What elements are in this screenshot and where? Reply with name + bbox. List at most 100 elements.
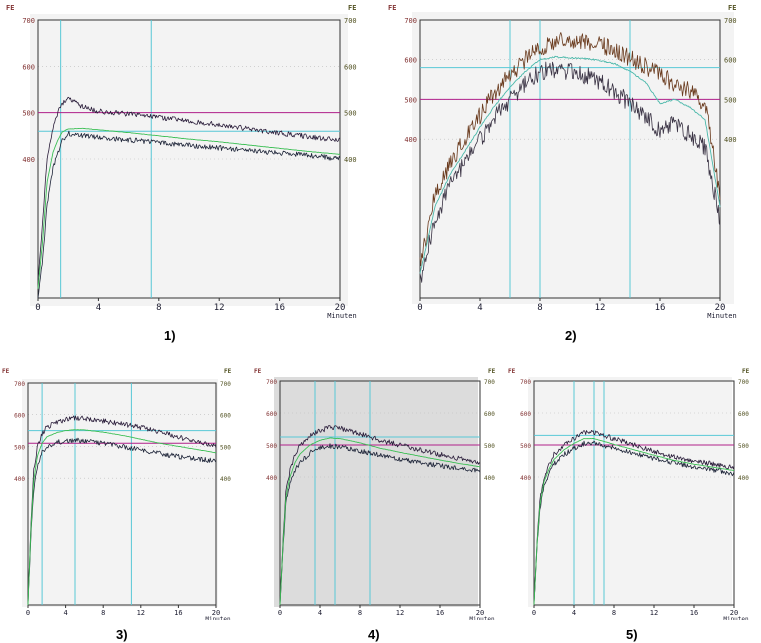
chart-2-xtick-label: 4 — [477, 303, 482, 313]
chart-1-ytick-right-label: 600 — [344, 63, 357, 71]
chart-4-frame — [279, 380, 481, 606]
chart-5-series-upper-line — [533, 430, 735, 604]
chart-1-series-lower-line — [37, 127, 341, 289]
chart-4-series-lower-line — [279, 443, 481, 606]
chart-3-svg: 400 500 600 700 400 500 600 700 FE FE 0 4 8 12 16 20Min… — [2, 368, 232, 620]
chart-4-ytick-right-label: 600 — [484, 411, 495, 418]
chart-1-ytick-right-label: 700 — [344, 17, 357, 25]
chart-3-xtick-label: 8 — [101, 609, 105, 617]
chart-4-svg: 400 500 600 700 400 500 600 700 FE FE 0 4 8 12 16 20Min… — [254, 368, 496, 620]
chart-5-series-lower-line — [533, 438, 735, 605]
chart-3-ylabel-right: FE — [224, 368, 232, 375]
chart-1-ytick-left-label: 700 — [22, 17, 35, 25]
chart-4-ylabel-right: FE — [488, 368, 496, 375]
chart-2-ytick-left-label: 500 — [404, 96, 417, 104]
chart-2-xtick-label: 16 — [655, 303, 666, 313]
chart-5-ytick-left-label: 700 — [520, 379, 531, 386]
chart-4-ytick-right-label: 700 — [484, 379, 495, 386]
chart-1-xtick-label: 16 — [274, 303, 285, 313]
chart-2-ytick-right-label: 600 — [724, 57, 737, 65]
chart-5-xtick-label: 0 — [532, 609, 536, 617]
chart-3-ytick-left-label: 500 — [14, 444, 25, 451]
chart-4-xtick-label: 0 — [278, 609, 282, 617]
chart-1-xtick-label: 20 — [335, 303, 346, 313]
chart-4-ytick-right-label: 500 — [484, 443, 495, 450]
chart-2-series-upper-line — [419, 32, 721, 266]
chart-3-ytick-right-label: 400 — [220, 476, 231, 483]
chart-5-svg: 400 500 600 700 400 500 600 700 FE FE 0 4 8 12 16 20Min… — [508, 368, 750, 620]
chart-1-ytick-left-label: 400 — [22, 156, 35, 164]
chart-5-ytick-right-label: 400 — [738, 475, 749, 482]
chart-5-ytick-right-label: 500 — [738, 443, 749, 450]
chart-2-frame — [419, 19, 721, 299]
chart-5-xtick-label: 4 — [572, 609, 576, 617]
chart-3-frame — [27, 382, 217, 606]
chart-3-series-lower-line — [27, 429, 217, 606]
chart-5-ytick-left-label: 500 — [520, 443, 531, 450]
chart-1-xlabel: Minuten — [327, 312, 357, 320]
chart-3-xtick-label: 4 — [63, 609, 67, 617]
chart-4-ytick-left-label: 600 — [266, 411, 277, 418]
chart-5-ylabel-right: FE — [742, 368, 750, 375]
chart-1-ytick-right-label: 500 — [344, 110, 357, 118]
chart-1-background — [30, 14, 348, 306]
chart-2-caption: 2) — [565, 328, 577, 343]
chart-4-xlabel: Minuten — [469, 616, 495, 620]
chart-5-ytick-left-label: 600 — [520, 411, 531, 418]
chart-5-ytick-right-label: 700 — [738, 379, 749, 386]
chart-1-series-lower-line — [37, 130, 341, 299]
chart-4-series-upper-line — [279, 425, 481, 606]
chart-1-frame — [37, 19, 341, 299]
chart-5-xtick-label: 20 — [730, 609, 738, 617]
chart-3-caption: 3) — [116, 627, 128, 642]
chart-2-ytick-left-label: 400 — [404, 136, 417, 144]
chart-5-ytick-right-label: 600 — [738, 411, 749, 418]
chart-3-ytick-left-label: 400 — [14, 476, 25, 483]
chart-5-series-lower-line — [533, 440, 735, 604]
chart-2-xtick-label: 0 — [417, 303, 422, 313]
chart-3-background — [22, 379, 218, 607]
chart-3-ytick-right-label: 600 — [220, 413, 231, 420]
chart-5-ytick-left-label: 400 — [520, 475, 531, 482]
chart-4-xtick-label: 20 — [476, 609, 484, 617]
chart-1-ytick-left-label: 600 — [22, 63, 35, 71]
chart-2-ytick-left-label: 600 — [404, 57, 417, 65]
chart-2-xtick-label: 12 — [595, 303, 606, 313]
chart-2-ytick-right-label: 700 — [724, 17, 737, 25]
chart-4-ytick-right-label: 400 — [484, 475, 495, 482]
chart-2-xlabel: Minuten — [707, 312, 737, 320]
chart-1-ylabel-right: FE — [348, 4, 356, 12]
chart-panel-3: 400 500 600 700 400 500 600 700 FE FE 0 4 8 12 16 20 Min… — [0, 365, 250, 620]
chart-2-series-lower-line — [419, 55, 721, 274]
chart-3-xtick-label: 20 — [212, 609, 220, 617]
chart-1-xtick-label: 12 — [214, 303, 225, 313]
chart-2-ytick-right-label: 400 — [724, 136, 737, 144]
chart-3-ytick-right-label: 500 — [220, 444, 231, 451]
chart-4-xtick-label: 12 — [396, 609, 404, 617]
chart-5-ylabel-left: FE — [508, 368, 516, 375]
chart-1-xtick-label: 4 — [96, 303, 101, 313]
chart-1-xtick-label: 0 — [35, 303, 40, 313]
chart-1-xtick-label: 8 — [156, 303, 161, 313]
chart-4-xtick-label: 16 — [436, 609, 444, 617]
chart-3-ytick-left-label: 600 — [14, 413, 25, 420]
chart-5-xtick-label: 12 — [650, 609, 658, 617]
chart-3-ylabel-left: FE — [2, 368, 10, 375]
chart-4-ytick-left-label: 500 — [266, 443, 277, 450]
chart-4-caption: 4) — [368, 627, 380, 642]
chart-1-ytick-left-label: 500 — [22, 110, 35, 118]
chart-panel-2: 400 500 600 700 400 500 600 700 FE FE 0 4 8 12 16 20 Min… — [384, 0, 761, 322]
chart-4-xtick-label: 4 — [318, 609, 322, 617]
chart-5-xtick-label: 16 — [690, 609, 698, 617]
chart-3-xlabel: Minuten — [205, 616, 231, 620]
chart-1-ytick-right-label: 400 — [344, 156, 357, 164]
chart-3-ytick-right-label: 700 — [220, 381, 231, 388]
chart-3-ytick-left-label: 700 — [14, 381, 25, 388]
chart-1-ylabel-left: FE — [6, 4, 14, 12]
chart-2-xtick-label: 20 — [715, 303, 726, 313]
chart-4-xtick-label: 8 — [358, 609, 362, 617]
chart-3-series-upper-line — [27, 415, 217, 605]
chart-4-ylabel-left: FE — [254, 368, 262, 375]
chart-panel-5: 400 500 600 700 400 500 600 700 FE FE 0 4 8 12 16 20 Min… — [506, 365, 761, 620]
chart-2-series-lower-line — [419, 61, 721, 283]
